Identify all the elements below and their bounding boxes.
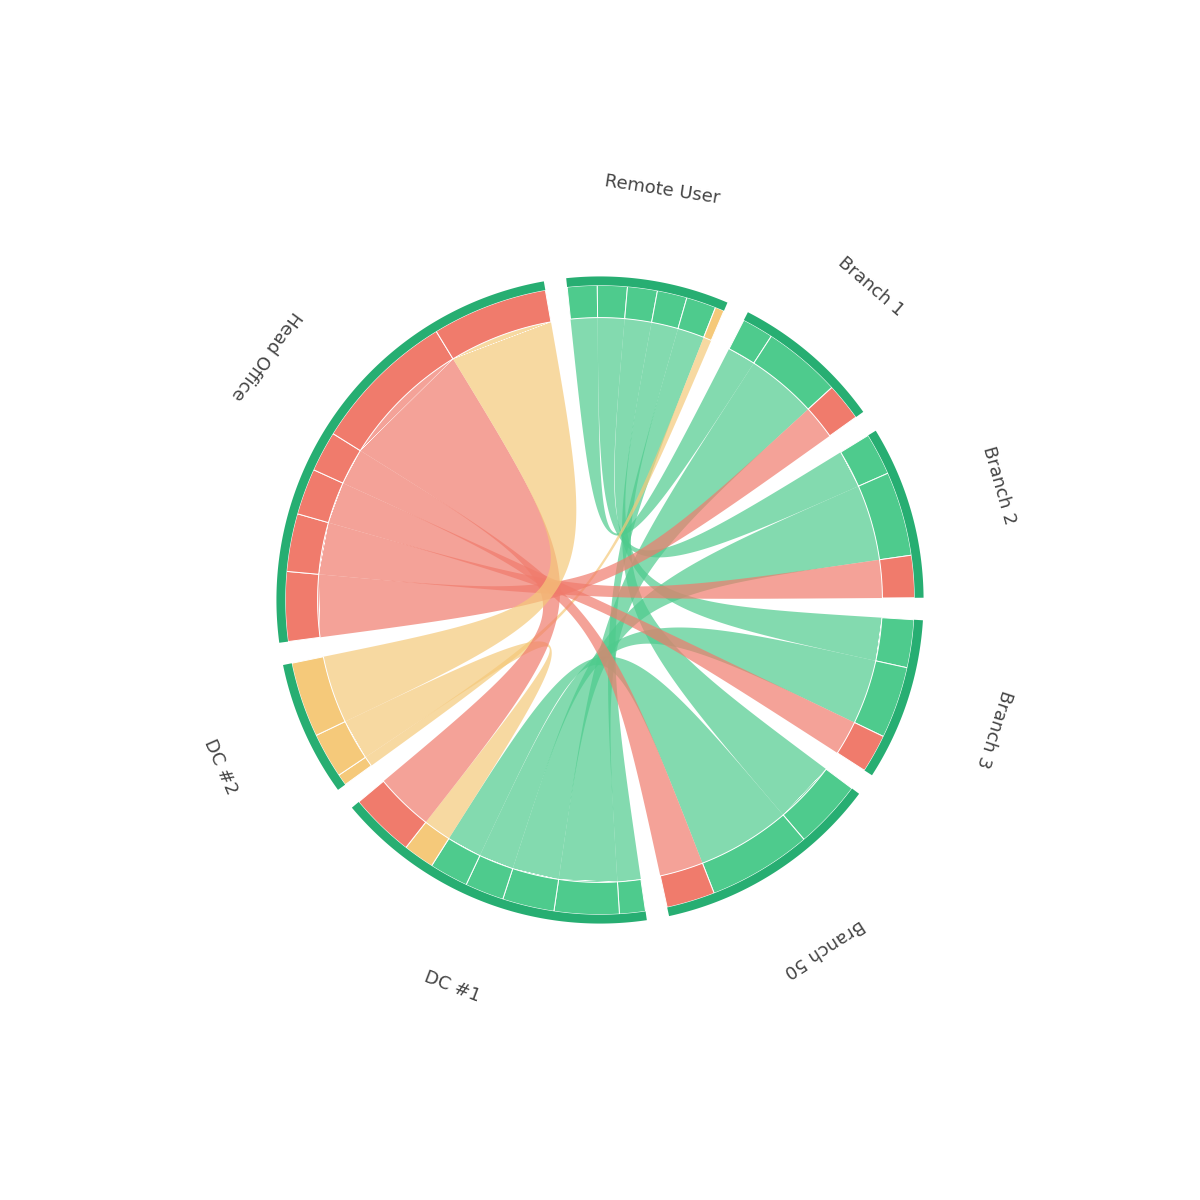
Polygon shape <box>660 863 714 907</box>
Polygon shape <box>598 318 858 558</box>
Polygon shape <box>566 276 727 311</box>
Polygon shape <box>480 628 876 869</box>
Polygon shape <box>313 433 360 484</box>
Polygon shape <box>667 788 859 916</box>
Polygon shape <box>730 320 772 364</box>
Polygon shape <box>608 329 703 882</box>
Polygon shape <box>359 781 426 847</box>
Polygon shape <box>437 290 551 359</box>
Text: Remote User: Remote User <box>604 173 721 208</box>
Polygon shape <box>323 322 576 721</box>
Polygon shape <box>876 618 914 668</box>
Polygon shape <box>283 664 346 790</box>
Polygon shape <box>754 336 832 409</box>
Polygon shape <box>449 656 784 863</box>
Polygon shape <box>625 287 658 323</box>
Polygon shape <box>568 286 598 319</box>
Text: Branch 1: Branch 1 <box>834 253 907 319</box>
Polygon shape <box>864 619 923 775</box>
Polygon shape <box>622 323 826 815</box>
Polygon shape <box>678 298 715 337</box>
Polygon shape <box>352 802 647 924</box>
Polygon shape <box>618 880 646 914</box>
Polygon shape <box>503 869 559 911</box>
Polygon shape <box>276 281 545 643</box>
Polygon shape <box>432 839 480 884</box>
Polygon shape <box>512 486 880 880</box>
Polygon shape <box>319 523 882 599</box>
Text: Head Office: Head Office <box>227 307 304 403</box>
Polygon shape <box>784 769 852 840</box>
Text: DC #1: DC #1 <box>421 968 482 1006</box>
Polygon shape <box>366 337 712 766</box>
Polygon shape <box>838 722 883 770</box>
Polygon shape <box>559 364 808 882</box>
Text: Branch 3: Branch 3 <box>972 689 1015 770</box>
Text: Branch 50: Branch 50 <box>781 916 868 980</box>
Polygon shape <box>287 514 329 575</box>
Polygon shape <box>406 822 449 866</box>
Polygon shape <box>703 307 724 341</box>
Polygon shape <box>702 815 804 893</box>
Polygon shape <box>466 856 512 899</box>
Polygon shape <box>652 290 686 329</box>
Polygon shape <box>360 359 560 822</box>
Polygon shape <box>858 473 912 559</box>
Polygon shape <box>744 312 863 418</box>
Polygon shape <box>854 661 907 737</box>
Polygon shape <box>332 331 454 451</box>
Polygon shape <box>286 571 320 642</box>
Polygon shape <box>880 556 914 598</box>
Polygon shape <box>316 721 366 775</box>
Polygon shape <box>338 757 371 785</box>
Polygon shape <box>298 469 343 523</box>
Polygon shape <box>570 318 754 535</box>
Polygon shape <box>808 388 856 436</box>
Text: DC #2: DC #2 <box>200 737 241 798</box>
Polygon shape <box>343 451 702 876</box>
Polygon shape <box>318 409 829 637</box>
Polygon shape <box>554 880 619 914</box>
Polygon shape <box>841 436 888 486</box>
Polygon shape <box>614 319 882 661</box>
Polygon shape <box>598 286 628 319</box>
Polygon shape <box>346 641 552 839</box>
Polygon shape <box>868 431 924 598</box>
Polygon shape <box>329 484 854 752</box>
Polygon shape <box>292 656 346 736</box>
Text: Branch 2: Branch 2 <box>979 445 1018 527</box>
